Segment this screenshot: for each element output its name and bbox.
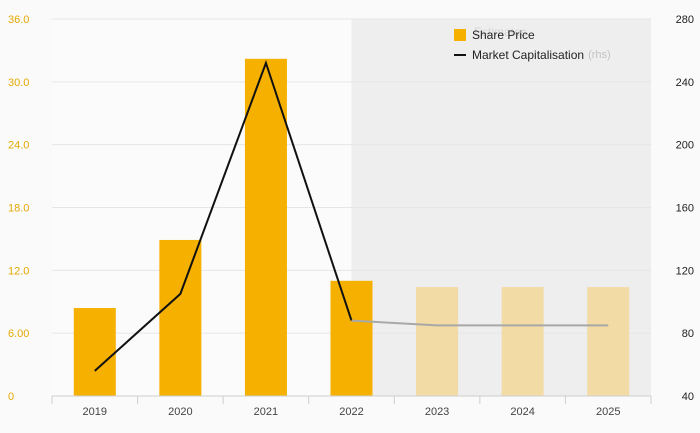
bar-share-price — [587, 287, 630, 396]
y-left-tick-label: 0 — [8, 391, 14, 403]
legend-swatch-bar — [454, 29, 466, 41]
y-right-tick-label: 40 — [682, 391, 694, 403]
bar-share-price — [73, 308, 116, 396]
x-tick-label: 2025 — [596, 406, 620, 418]
x-tick-label: 2023 — [425, 406, 449, 418]
y-right-tick-label: 280 — [676, 14, 694, 26]
x-tick-label: 2021 — [254, 406, 278, 418]
x-tick-label: 2024 — [510, 406, 534, 418]
y-right-tick-label: 120 — [676, 265, 694, 277]
bar-share-price — [416, 287, 459, 396]
legend-estimates-label: Estimates — [474, 25, 527, 39]
legend-label-market-cap: Market Capitalisation — [472, 48, 585, 62]
x-tick-label: 2019 — [83, 406, 107, 418]
y-left-tick-label: 36.0 — [8, 14, 29, 26]
legend-swatch-line — [454, 54, 466, 56]
line-market-cap-estimate — [351, 319, 609, 327]
y-left-tick-label: 12.0 — [8, 265, 29, 277]
y-left-tick-label: 18.0 — [8, 203, 29, 215]
line-market-cap — [94, 59, 353, 372]
y-right-tick-label: 240 — [676, 77, 694, 89]
bar-share-price — [244, 58, 287, 397]
y-right-tick-label: 80 — [682, 328, 694, 340]
legend-suffix-rhs: (rhs) — [588, 49, 611, 61]
y-right-tick-label: 200 — [676, 140, 694, 152]
y-left-tick-label: 30.0 — [8, 77, 29, 89]
y-left-tick-label: 24.0 — [8, 140, 29, 152]
bar-share-price — [501, 287, 544, 396]
bar-share-price — [159, 239, 202, 396]
legend-item-share-price: Share Price — [454, 28, 535, 42]
x-tick-label: 2022 — [339, 406, 363, 418]
legend-label-share-price: Share Price — [472, 28, 535, 42]
legend-item-market-cap: Market Capitalisation (rhs) — [454, 48, 611, 62]
y-left-tick-label: 6.00 — [8, 328, 29, 340]
bar-share-price — [330, 280, 373, 396]
x-tick-label: 2020 — [168, 406, 192, 418]
y-right-tick-label: 160 — [676, 203, 694, 215]
